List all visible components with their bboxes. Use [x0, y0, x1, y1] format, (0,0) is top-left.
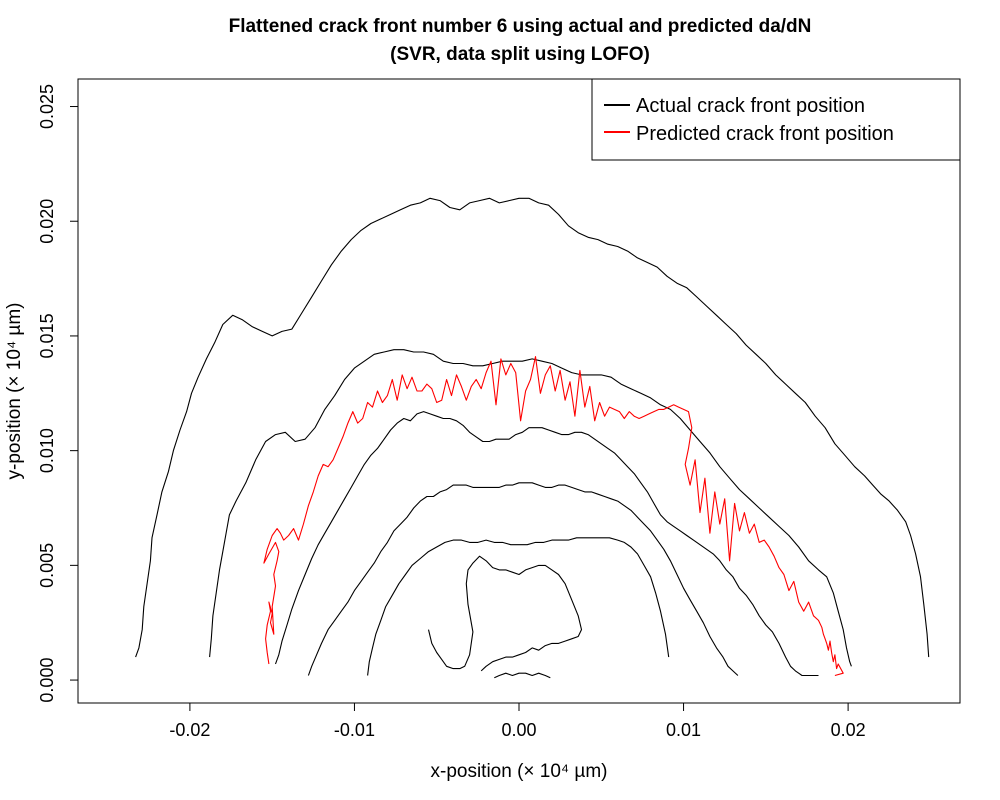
y-axis: 0.000 0.005 0.010 0.015 0.020 0.025 — [37, 84, 78, 703]
x-axis: -0.02 -0.01 0.00 0.01 0.02 — [169, 703, 866, 740]
y-tick-label: 0.015 — [37, 313, 57, 358]
legend-box — [591, 78, 961, 161]
x-tick-label: 0.00 — [501, 720, 536, 740]
y-axis-label: y-position (× 10⁴ µm) — [4, 303, 25, 480]
series-actual-line-3 — [274, 411, 819, 677]
y-tick-label: 0.025 — [37, 84, 57, 129]
y-tick-label: 0.020 — [37, 199, 57, 244]
chart-title-line1: Flattened crack front number 6 using act… — [229, 16, 812, 37]
series-actual-line-4 — [307, 482, 739, 676]
y-tick-label: 0.005 — [37, 543, 57, 588]
series-actual-line-5 — [367, 537, 670, 676]
series-actual-line-6 — [427, 555, 583, 672]
chart-title-line2: (SVR, data split using LOFO) — [390, 44, 650, 65]
series-predicted-line — [263, 356, 844, 677]
y-tick-label: 0.010 — [37, 428, 57, 473]
series-actual-line-1 — [135, 197, 930, 658]
y-tick-label: 0.000 — [37, 658, 57, 703]
series-actual-line-2 — [209, 349, 852, 667]
legend-label-predicted: Predicted crack front position — [636, 123, 894, 145]
x-tick-label: -0.02 — [169, 720, 210, 740]
plot-frame — [77, 78, 961, 704]
x-axis-label: x-position (× 10⁴ µm) — [431, 761, 608, 782]
x-tick-label: 0.01 — [666, 720, 701, 740]
x-tick-label: 0.02 — [831, 720, 866, 740]
series-actual-line-7 — [494, 672, 551, 679]
series-layer — [135, 197, 930, 679]
x-tick-label: -0.01 — [334, 720, 375, 740]
legend-label-actual: Actual crack front position — [636, 95, 865, 117]
legend: Actual crack front position Predicted cr… — [591, 78, 961, 161]
chart-title: Flattened crack front number 6 using act… — [229, 16, 812, 65]
